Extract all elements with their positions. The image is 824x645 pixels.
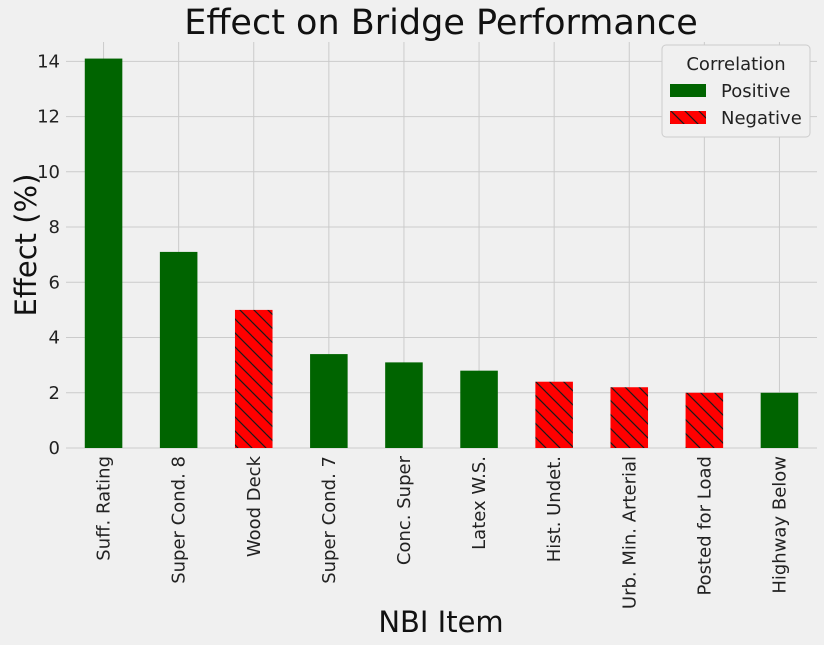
y-tick-label: 0 xyxy=(49,438,60,459)
bar-positive xyxy=(159,251,198,448)
x-tick-label: Suff. Rating xyxy=(94,456,115,561)
bar-positive xyxy=(760,392,799,448)
legend-title: Correlation xyxy=(686,54,785,75)
x-tick-label: Highway Below xyxy=(769,456,790,594)
bar-positive xyxy=(310,354,348,448)
bar-negative xyxy=(610,387,649,448)
bar-negative xyxy=(685,392,724,448)
x-tick-label: Urb. Min. Arterial xyxy=(619,456,640,609)
x-tick-label: Super Cond. 7 xyxy=(319,456,340,584)
x-tick-label: Super Cond. 8 xyxy=(169,456,190,584)
y-tick-label: 8 xyxy=(49,217,60,238)
bar-positive xyxy=(84,58,123,448)
legend-label-negative: Negative xyxy=(721,108,802,129)
x-tick-label: Wood Deck xyxy=(244,455,265,557)
y-tick-label: 12 xyxy=(37,107,60,128)
bars xyxy=(84,58,799,448)
bar-negative xyxy=(535,381,573,448)
x-tick-label: Conc. Super xyxy=(394,455,415,565)
x-tick-label: Latex W.S. xyxy=(469,456,490,550)
y-axis-label: Effect (%) xyxy=(9,174,43,317)
y-tick-label: 6 xyxy=(49,272,60,293)
chart-title: Effect on Bridge Performance xyxy=(184,3,698,43)
legend-swatch-positive xyxy=(670,84,706,97)
legend-swatch-negative xyxy=(670,111,706,124)
x-tick-label: Posted for Load xyxy=(694,456,715,596)
x-tick-label: Hist. Undet. xyxy=(544,456,565,562)
bar-negative xyxy=(234,309,273,448)
bar-positive xyxy=(385,362,423,448)
y-tick-label: 2 xyxy=(49,383,60,404)
bar-positive xyxy=(460,370,498,448)
legend: Correlation Positive Negative xyxy=(661,44,811,138)
y-tick-label: 4 xyxy=(49,328,60,349)
y-ticks: 0 2 4 6 8 10 12 14 xyxy=(37,51,60,459)
x-axis-label: NBI Item xyxy=(378,605,503,639)
y-tick-label: 10 xyxy=(37,162,60,183)
y-tick-label: 14 xyxy=(37,51,60,72)
legend-label-positive: Positive xyxy=(721,81,790,102)
x-ticks: Suff. Rating Super Cond. 8 Wood Deck Super … xyxy=(94,455,791,609)
